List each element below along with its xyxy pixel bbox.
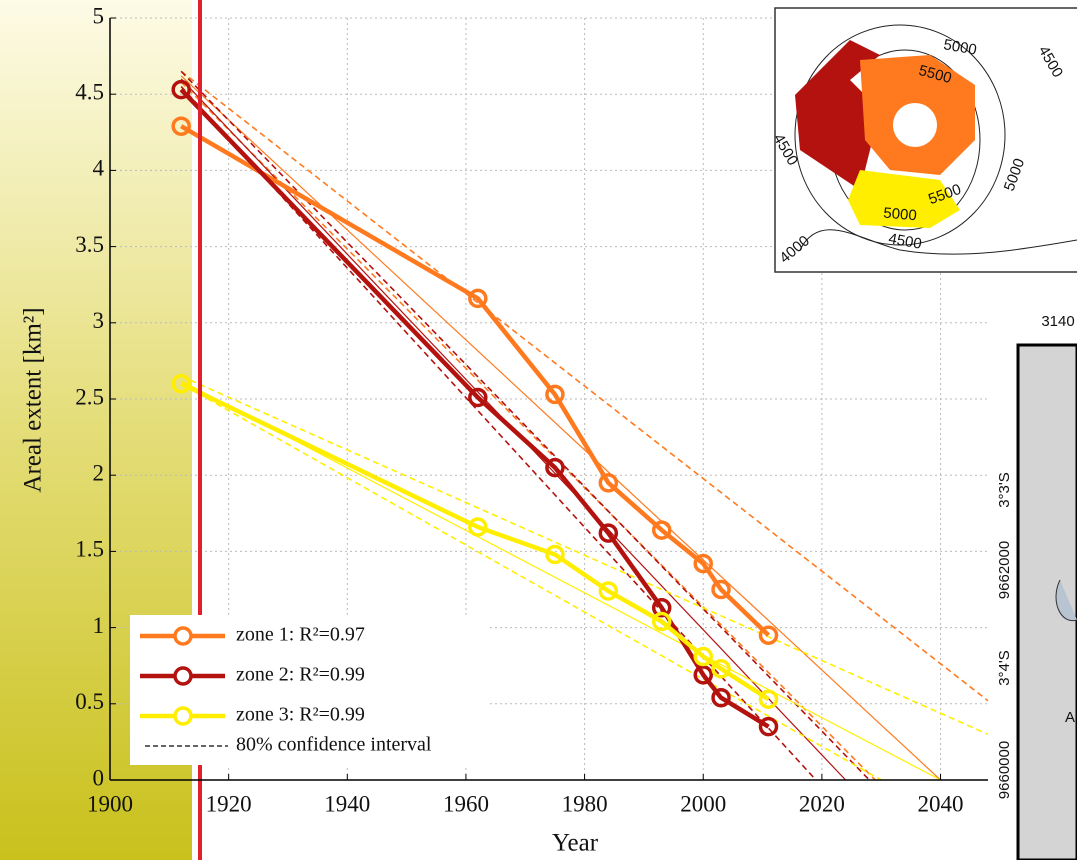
x-axis-label: Year bbox=[552, 830, 599, 857]
y-tick-label: 4.5 bbox=[75, 79, 104, 104]
map-label: A bbox=[1065, 709, 1075, 726]
y-tick-label: 0.5 bbox=[75, 689, 104, 714]
y-tick-label: 0 bbox=[93, 765, 105, 790]
x-tick-label: 1920 bbox=[206, 791, 252, 816]
chart: 0 0.5 1 1.5 2 2.5 3 3.5 4 4.5 5 1900 1920 1940 1960 198… bbox=[0, 0, 1077, 860]
legend-marker bbox=[175, 628, 191, 644]
map-label: 3°4'S bbox=[996, 650, 1013, 686]
map-label: 3140 bbox=[1041, 313, 1074, 330]
map-label: 9662000 bbox=[996, 541, 1013, 599]
legend-label: zone 3: R²=0.99 bbox=[236, 704, 365, 726]
y-axis-label: Areal extent [km²] bbox=[20, 307, 47, 492]
legend-label: zone 2: R²=0.99 bbox=[236, 664, 365, 686]
legend-label: zone 1: R²=0.97 bbox=[236, 624, 365, 646]
y-tick-label: 2.5 bbox=[75, 384, 104, 409]
y-tick-label: 1.5 bbox=[75, 537, 104, 562]
contour-label: 5000 bbox=[883, 205, 918, 225]
legend-marker bbox=[175, 708, 191, 724]
x-tick-label: 1900 bbox=[87, 791, 133, 816]
page: 0 0.5 1 1.5 2 2.5 3 3.5 4 4.5 5 1900 1920 1940 1960 198… bbox=[0, 0, 1077, 860]
y-tick-label: 1 bbox=[93, 613, 105, 638]
map-label: 9660000 bbox=[996, 741, 1013, 799]
x-tick-label: 2020 bbox=[799, 791, 845, 816]
y-tick-label: 2 bbox=[93, 460, 105, 485]
y-tick-label: 3.5 bbox=[75, 232, 104, 257]
legend-marker bbox=[175, 668, 191, 684]
legend: zone 1: R²=0.97 zone 2: R²=0.99 zone 3: R²… bbox=[130, 615, 490, 765]
y-tick-label: 4 bbox=[93, 156, 105, 181]
y-tick-label: 3 bbox=[93, 308, 105, 333]
x-tick-label: 1960 bbox=[443, 791, 489, 816]
y-tick-label: 5 bbox=[93, 3, 105, 28]
x-tick-label: 2040 bbox=[918, 791, 964, 816]
summit bbox=[893, 103, 937, 147]
legend-label: 80% confidence interval bbox=[236, 734, 432, 756]
x-tick-label: 2000 bbox=[680, 791, 726, 816]
x-tick-label: 1980 bbox=[562, 791, 608, 816]
x-tick-label: 1940 bbox=[324, 791, 370, 816]
map-label: 3°3'S bbox=[996, 472, 1013, 508]
